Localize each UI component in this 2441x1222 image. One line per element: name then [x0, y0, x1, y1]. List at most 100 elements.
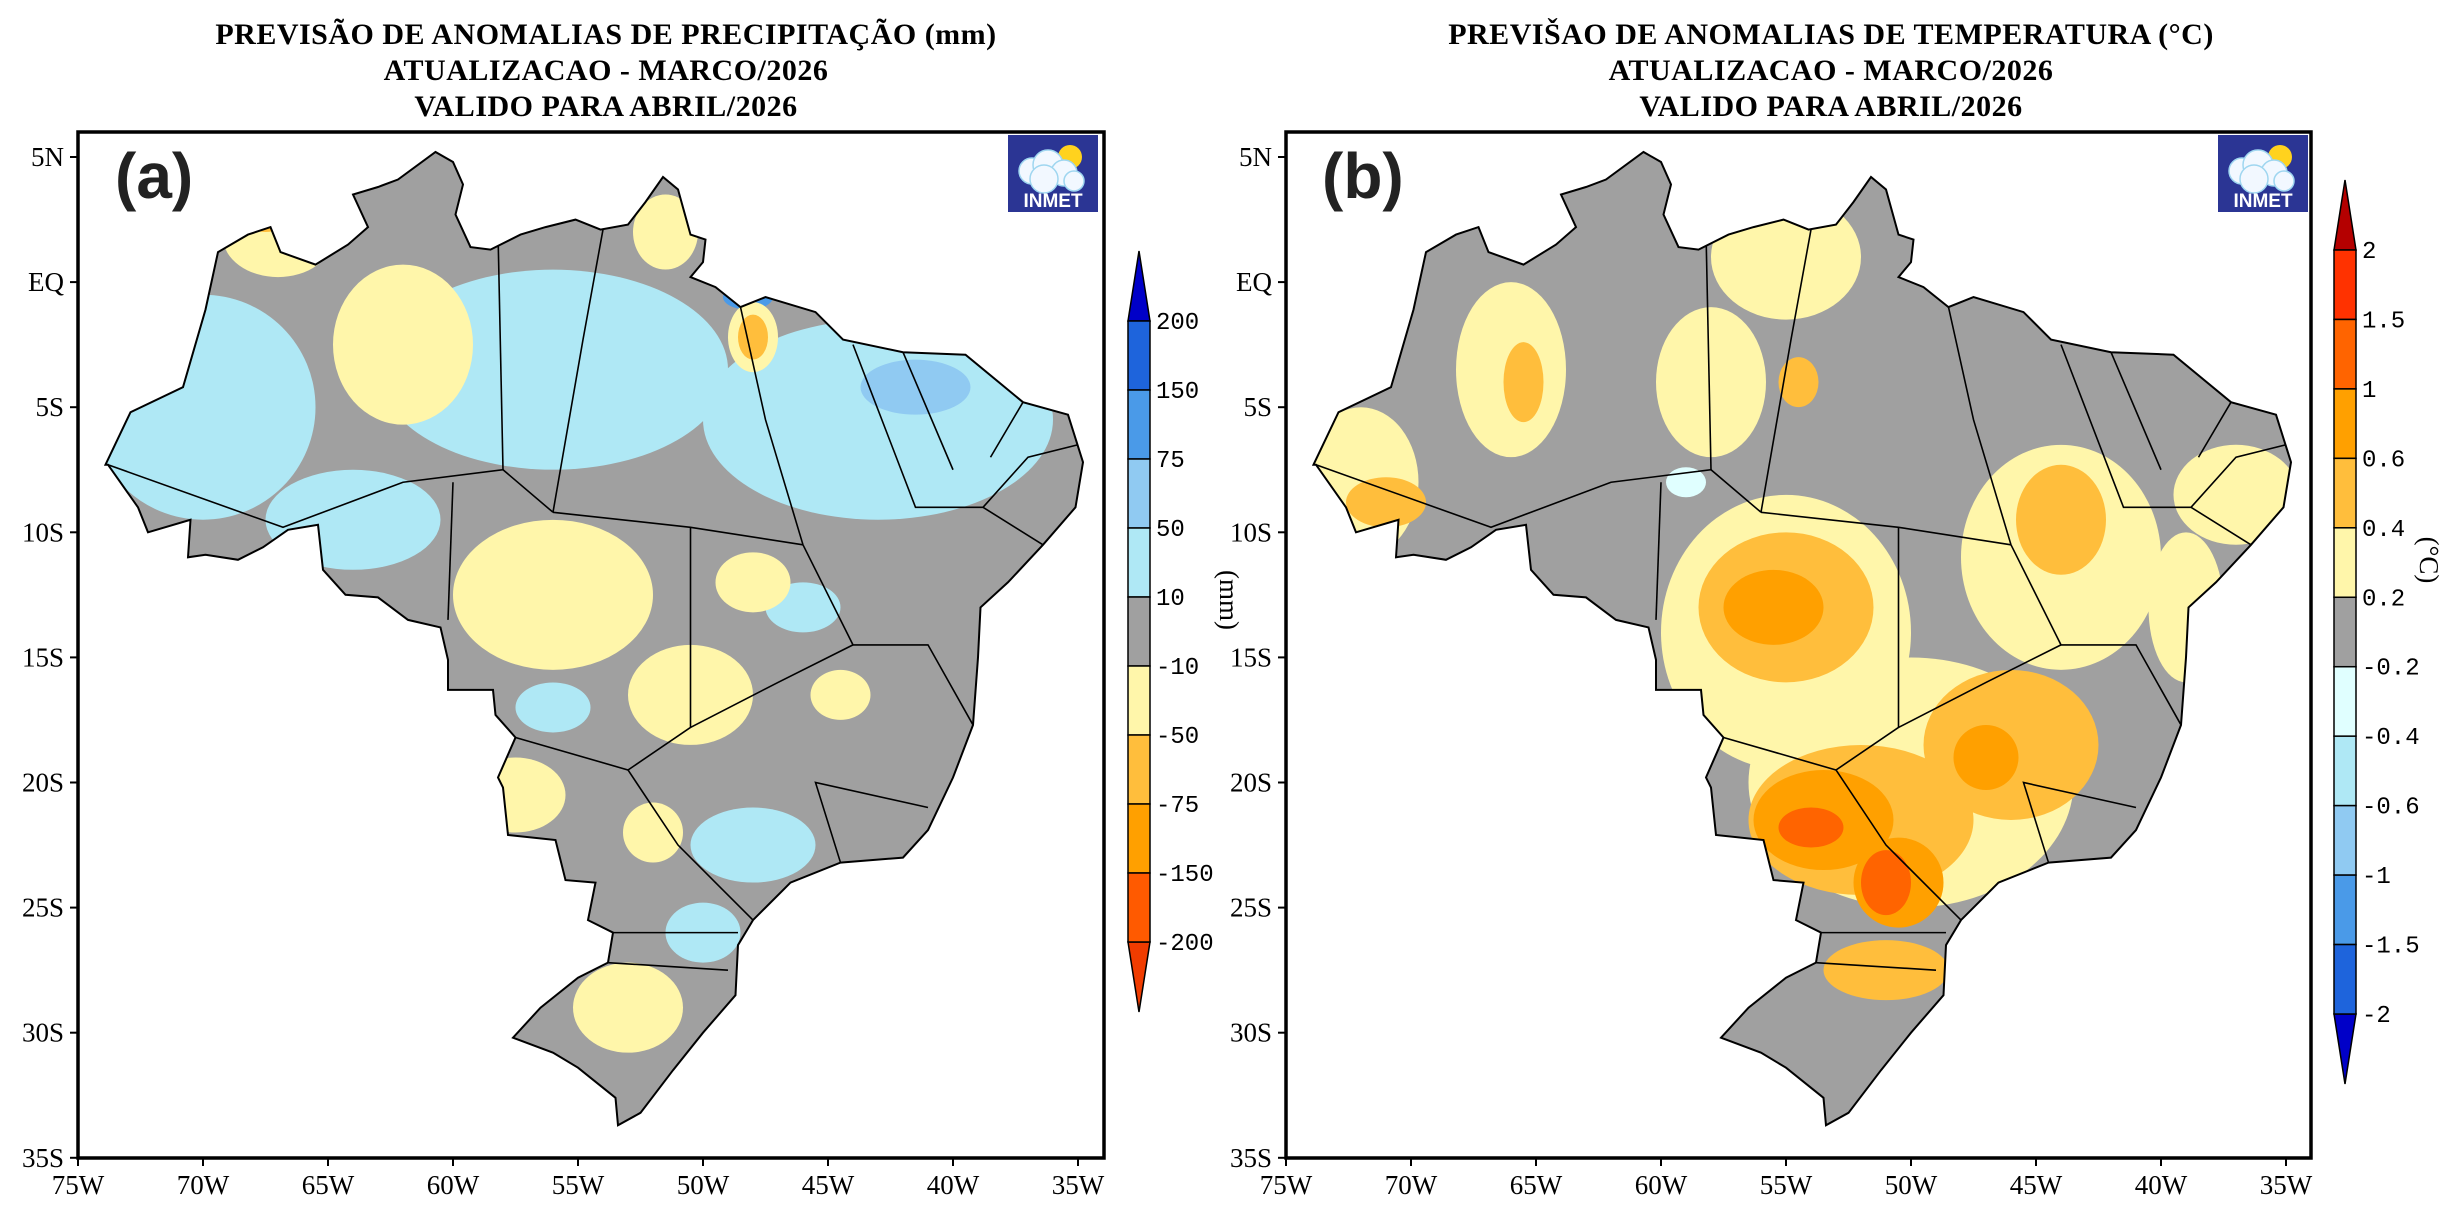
lat-tick-label: 30S: [22, 1018, 64, 1048]
colorbar-segment: [2333, 665, 2357, 737]
anomaly-contour: [243, 202, 288, 233]
colorbar-level-label: 0.6: [2362, 447, 2405, 474]
lat-tick-label: 10S: [22, 517, 64, 547]
anomaly-contour: [623, 802, 683, 863]
inmet-logo: INMET: [2218, 135, 2308, 212]
anomaly-contour: [105, 294, 316, 520]
state-border: [852, 344, 1044, 546]
lat-tick-label: 5N: [31, 142, 64, 172]
lon-tick-label: 75W: [1260, 1170, 1313, 1200]
colorbar-segment: [2333, 388, 2357, 460]
lat-tick-label: 15S: [22, 642, 64, 672]
colorbar: 200 150 75 50 10 -10 -50 -75 -150 -200: [1127, 250, 1214, 1013]
lat-tick-label: 25S: [1230, 893, 1272, 923]
panel-label: (b): [1322, 140, 1404, 212]
colorbar-segment: [2333, 527, 2357, 599]
state-border: [690, 644, 854, 729]
colorbar-level-label: -150: [1156, 862, 1214, 889]
anomaly-contour: [860, 359, 971, 415]
cloud-icon: [2228, 149, 2295, 194]
lon-tick-label: 70W: [177, 1170, 230, 1200]
lon-tick-label: 50W: [677, 1170, 730, 1200]
anomaly-contour: [2173, 444, 2291, 545]
state-border: [2060, 344, 2252, 546]
colorbar-segment: [2333, 943, 2357, 1015]
lon-tick-label: 55W: [1760, 1170, 1813, 1200]
state-border: [902, 351, 954, 471]
anomaly-contour: [1953, 724, 2019, 790]
lon-tick-label: 45W: [2010, 1170, 2063, 1200]
anomaly-contour: [1823, 940, 1949, 1001]
colorbar-segment: [1127, 665, 1151, 736]
state-border: [1705, 232, 1712, 470]
colorbar-under-arrow: [2333, 1013, 2357, 1085]
colorbar-level-label: 75: [1156, 448, 1185, 475]
state-border: [515, 527, 692, 771]
colorbar-segment: [1127, 596, 1151, 667]
lat-tick-label: 5N: [1239, 142, 1272, 172]
lat-tick-label: 5S: [1243, 392, 1272, 422]
colorbar-over-arrow: [1127, 250, 1151, 322]
lon-tick-label: 50W: [1885, 1170, 1938, 1200]
anomaly-contour: [1861, 850, 1911, 916]
lat-tick-label: 20S: [22, 768, 64, 798]
anomaly-contour: [1656, 307, 1766, 458]
colorbar-unit: (mm): [1214, 570, 1244, 630]
lon-tick-label: 55W: [552, 1170, 605, 1200]
colorbar-level-label: 200: [1156, 310, 1199, 337]
colorbar-level-label: -1.5: [2362, 934, 2420, 961]
lon-tick-label: 40W: [2135, 1170, 2188, 1200]
anomaly-contour: [690, 807, 816, 883]
state-border: [2197, 401, 2232, 458]
country-border: [1311, 150, 2293, 1127]
state-border: [627, 769, 754, 921]
colorbar-level-label: -50: [1156, 724, 1199, 751]
panel-label: (a): [115, 140, 193, 212]
panel-a: PREVISÃO DE ANOMALIAS DE PRECIPITAÇÃO (m…: [22, 18, 1244, 1200]
title-line-1: PREVISÃO DE ANOMALIAS DE PRECIPITAÇÃO (m…: [215, 18, 996, 51]
inmet-logo: INMET: [1008, 135, 1098, 212]
state-border: [1723, 527, 1900, 771]
anomaly-contour: [453, 519, 653, 670]
state-border: [982, 443, 1079, 508]
colorbar-over-arrow: [2333, 179, 2357, 251]
logo-text: INMET: [2233, 191, 2293, 212]
lat-tick-label: EQ: [1236, 267, 1272, 297]
anomaly-contour: [515, 682, 591, 733]
state-border: [739, 306, 804, 546]
lat-tick-label: 10S: [1230, 517, 1272, 547]
anomaly-contour: [1346, 477, 1426, 528]
lon-tick-label: 65W: [1510, 1170, 1563, 1200]
colorbar-segment: [1127, 734, 1151, 805]
state-border: [107, 463, 554, 529]
lon-tick-label: 65W: [302, 1170, 355, 1200]
colorbar-under-arrow: [1127, 941, 1151, 1013]
anomaly-contour: [265, 469, 441, 570]
colorbar-level-label: 10: [1156, 586, 1185, 613]
colorbar-unit: (°C): [2414, 537, 2441, 584]
anomaly-contour: [1723, 569, 1824, 645]
state-border: [447, 482, 454, 620]
state-border: [1655, 482, 1662, 620]
map-frame: [1284, 130, 2313, 1160]
map-frame: [76, 130, 1106, 1160]
colorbar-level-label: 2: [2362, 239, 2376, 266]
state-border: [802, 544, 974, 726]
lon-tick-label: 70W: [1385, 1170, 1438, 1200]
anomaly-contour: [1778, 357, 1819, 408]
state-border: [2110, 351, 2162, 471]
lat-tick-label: 35S: [22, 1143, 64, 1173]
anomaly-contour: [1503, 342, 1544, 423]
colorbar-segment: [1127, 872, 1151, 943]
lon-tick-label: 75W: [52, 1170, 105, 1200]
title-line-2: ATUALIZACAO - MARCO/2026: [1609, 54, 2054, 87]
logo-text: INMET: [1023, 191, 1083, 212]
anomaly-contour: [738, 314, 768, 360]
lon-tick-label: 35W: [1052, 1170, 1105, 1200]
panel-b: PREVIŠAO DE ANOMALIAS DE TEMPERATURA (°C…: [1230, 18, 2441, 1200]
lat-tick-label: 5S: [35, 392, 64, 422]
state-border: [1315, 463, 1762, 529]
